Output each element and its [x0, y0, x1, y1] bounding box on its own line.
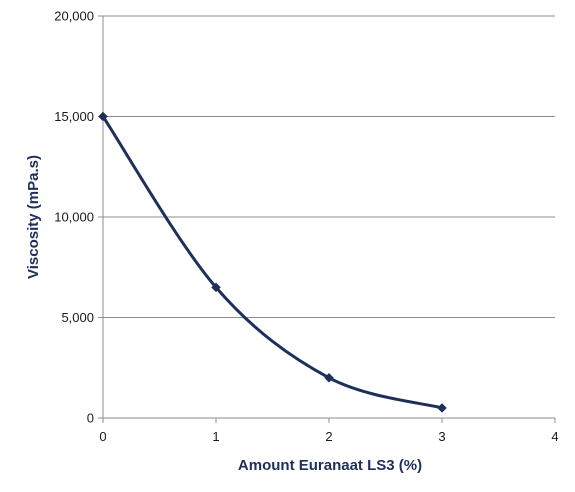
x-tick-label-0: 0: [99, 429, 106, 444]
series-line-0: [101, 115, 444, 410]
grid-lines: [103, 15, 555, 318]
series-layer: [98, 111, 447, 413]
data-point-0-2: [324, 372, 334, 383]
data-point-0-0: [98, 111, 108, 122]
y-tick-label-0: 0: [87, 411, 94, 426]
tick-labels: 0 5,000 10,000 15,000 20,000 0 1 2 3 4: [54, 9, 558, 445]
x-tick-label-2: 2: [325, 429, 332, 444]
x-axis-title: Amount Euranaat LS3 (%): [238, 457, 422, 474]
y-tick-label-3: 15,000: [54, 109, 94, 124]
data-point-0-3: [437, 403, 447, 413]
y-tick-label-4: 20,000: [54, 9, 94, 24]
x-tick-label-4: 4: [551, 429, 558, 444]
data-point-0-1: [211, 282, 221, 293]
y-tick-label-2: 10,000: [54, 210, 94, 225]
x-tick-label-3: 3: [438, 429, 445, 444]
axes: [98, 15, 556, 423]
y-axis-title: Viscosity (mPa.s): [25, 155, 42, 279]
y-tick-label-1: 5,000: [61, 310, 94, 325]
x-tick-label-1: 1: [212, 429, 219, 444]
